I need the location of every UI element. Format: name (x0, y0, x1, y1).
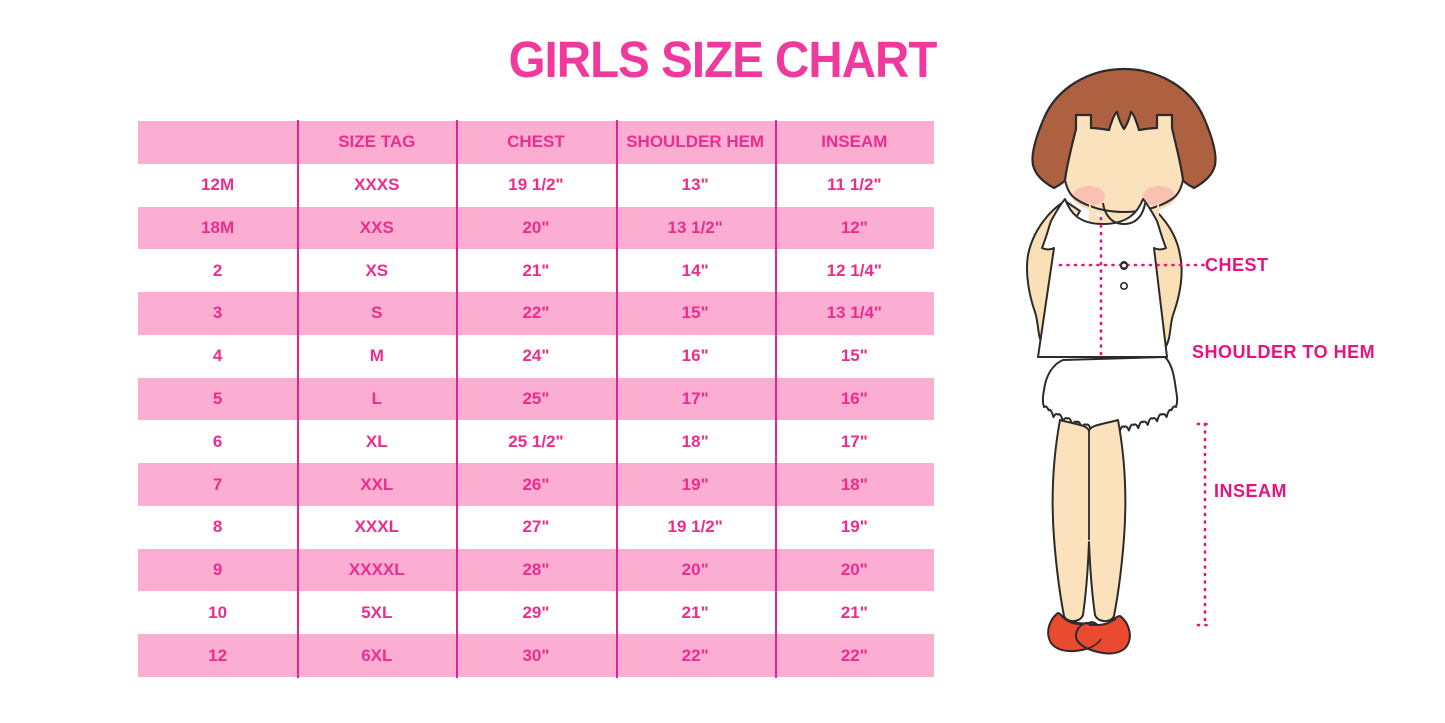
svg-text:SHOULDER TO HEM: SHOULDER TO HEM (1192, 342, 1375, 362)
svg-text:INSEAM: INSEAM (1214, 481, 1287, 501)
svg-text:CHEST: CHEST (1205, 255, 1269, 275)
